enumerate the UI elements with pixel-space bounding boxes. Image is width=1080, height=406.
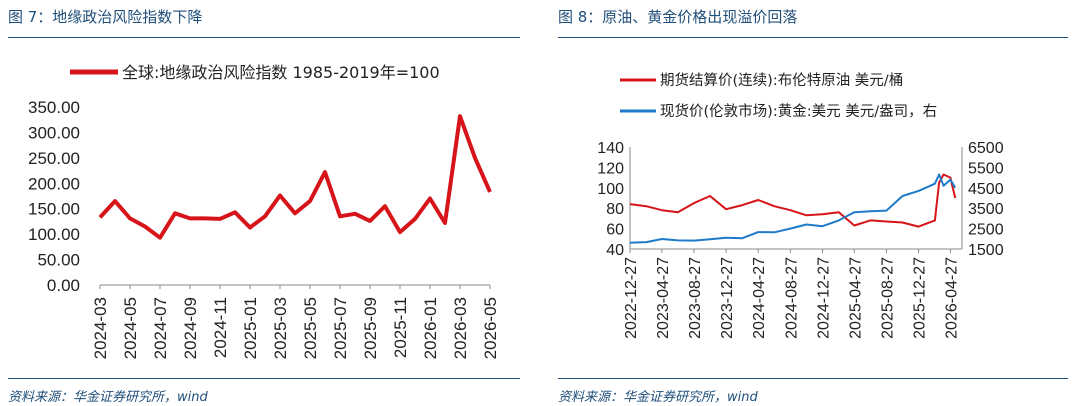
figure8-title: 图 8：原油、黄金价格出现溢价回落 [558,8,798,26]
x-tick-label: 2023-04-27 [655,257,672,339]
x-tick-label: 2025-09 [361,297,380,359]
figure7-title: 图 7：地缘政治风险指数下降 [8,8,203,26]
x-tick-label: 2025-03 [271,297,290,359]
figure7-top-rule [8,37,520,38]
y-tick-label: 50.00 [37,251,80,270]
x-tick-label: 2024-08-27 [783,257,800,339]
y-tick-label: 0.00 [47,276,80,295]
x-tick-label: 2023-08-27 [687,257,704,339]
y-right-tick-label: 3500 [968,201,1004,218]
legend-label-brent-oil: 期货结算价(连续):布伦特原油 美元/桶 [660,72,903,89]
x-tick-label: 2025-12-27 [912,257,929,339]
figure8-bottom-rule [558,378,1068,379]
figure7-chart: 全球:地缘政治风险指数 1985-2019年=100 0.00 50.00 100.0… [28,63,500,359]
legend-label-geopolitical-risk: 全球:地缘政治风险指数 1985-2019年=100 [122,63,440,82]
x-tick-label: 2026-03 [451,297,470,359]
x-tick-label: 2024-07 [151,297,170,359]
y-right-tick-label: 5500 [968,160,1004,177]
y-left-tick-label: 100 [597,181,624,198]
x-tick-label: 2024-11 [211,297,230,358]
x-tick-label: 2024-12-27 [815,257,832,339]
x-tick-label: 2025-11 [391,297,410,358]
series-line-gold [629,173,957,244]
x-tick-label: 2024-03 [91,297,110,359]
x-tick-label: 2024-04-27 [751,257,768,339]
x-tick-label: 2024-05 [121,297,140,359]
x-tick-label: 2025-08-27 [879,257,896,339]
figure7-bottom-rule [8,378,520,379]
x-tick-label: 2022-12-27 [623,257,640,339]
y-tick-label: 250.00 [28,149,80,168]
legend-label-gold: 现货价(伦敦市场):黄金:美元 美元/盎司，右 [660,103,937,120]
figure8-panel: 图 8：原油、黄金价格出现溢价回落 期货结算价(连续):布伦特原油 美元/桶现货… [550,0,1080,406]
x-tick-label: 2025-04-27 [847,257,864,339]
y-tick-label: 300.00 [28,123,80,142]
y-left-tick-label: 140 [597,140,624,157]
series-line-brent-oil [629,173,957,228]
figure8-top-rule [558,37,1068,38]
x-tick-label: 2025-07 [331,297,350,359]
figure8-source: 资料来源：华金证券研究所，wind [558,390,758,405]
x-tick-label: 2026-04-27 [943,257,960,339]
y-tick-label: 200.00 [28,174,80,193]
x-tick-label: 2026-05 [481,297,500,359]
x-tick-label: 2023-12-27 [719,257,736,339]
figure7-panel: 图 7：地缘政治风险指数下降 全球:地缘政治风险指数 1985-2019年=10… [0,0,530,406]
y-left-tick-label: 80 [606,201,624,218]
y-right-tick-label: 4500 [968,181,1004,198]
y-right-tick-label: 2500 [968,222,1004,239]
y-left-tick-label: 120 [597,160,624,177]
y-left-tick-label: 60 [606,222,624,239]
y-tick-label: 150.00 [28,200,80,219]
x-tick-label: 2025-01 [241,297,260,359]
x-tick-label: 2026-01 [421,297,440,359]
x-tick-label: 2024-09 [181,297,200,359]
series-line-geopolitical-risk [98,114,492,240]
y-left-tick-label: 40 [606,242,624,259]
x-tick-label: 2025-05 [301,297,320,359]
figure7-source: 资料来源：华金证券研究所，wind [8,390,208,405]
y-tick-label: 100.00 [28,225,80,244]
y-right-tick-label: 1500 [968,242,1004,259]
y-tick-label: 350.00 [28,98,80,117]
y-right-tick-label: 6500 [968,140,1004,157]
